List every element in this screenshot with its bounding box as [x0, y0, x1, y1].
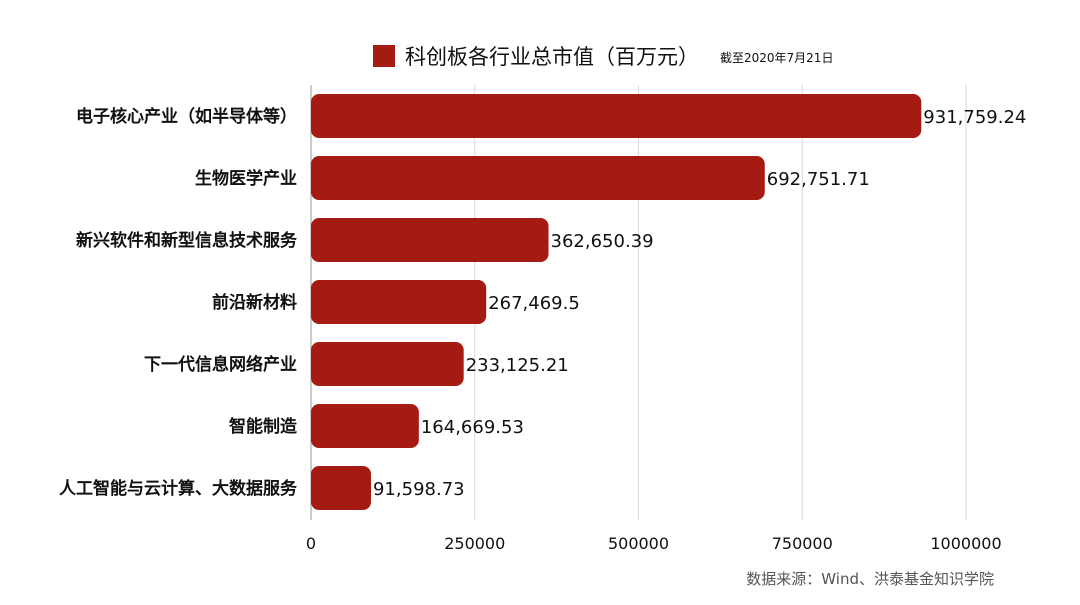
- category-label: 生物医学产业: [195, 168, 297, 189]
- value-label: 692,751.71: [767, 169, 870, 190]
- bars-layer: [311, 94, 922, 510]
- bar: [311, 156, 765, 200]
- chart-title: 科创板各行业总市值（百万元）: [405, 45, 699, 69]
- chart-subtitle: 截至2020年7月21日: [720, 51, 833, 65]
- source-note: 数据来源：Wind、洪泰基金知识学院: [746, 570, 994, 588]
- category-label: 下一代信息网络产业: [144, 354, 297, 375]
- category-label: 电子核心产业（如半导体等）: [76, 106, 297, 127]
- value-label: 267,469.5: [488, 293, 580, 314]
- category-label: 前沿新材料: [212, 292, 297, 313]
- value-label: 233,125.21: [466, 355, 569, 376]
- bar: [311, 218, 549, 262]
- x-tick-label: 1000000: [930, 534, 1001, 553]
- value-label: 931,759.24: [923, 107, 1026, 128]
- legend-swatch: [373, 45, 395, 67]
- x-tick-label: 500000: [608, 534, 669, 553]
- bar: [311, 466, 371, 510]
- value-label: 362,650.39: [551, 231, 654, 252]
- x-tick-label: 750000: [772, 534, 833, 553]
- ticks-layer: 0 250000 500000 750000 1000000: [306, 534, 1002, 553]
- category-label: 新兴软件和新型信息技术服务: [76, 230, 298, 251]
- bar: [311, 280, 487, 324]
- bar: [311, 94, 922, 138]
- value-label: 164,669.53: [421, 417, 524, 438]
- category-label: 人工智能与云计算、大数据服务: [59, 478, 298, 499]
- labels-layer: 电子核心产业（如半导体等） 931,759.24 生物医学产业 692,751.71 新…: [59, 106, 1026, 500]
- value-label: 91,598.73: [373, 479, 465, 500]
- x-tick-label: 250000: [444, 534, 505, 553]
- bar: [311, 342, 464, 386]
- bar: [311, 404, 419, 448]
- x-tick-label: 0: [306, 534, 316, 553]
- legend: 科创板各行业总市值（百万元） 截至2020年7月21日: [373, 45, 833, 69]
- category-label: 智能制造: [229, 416, 298, 437]
